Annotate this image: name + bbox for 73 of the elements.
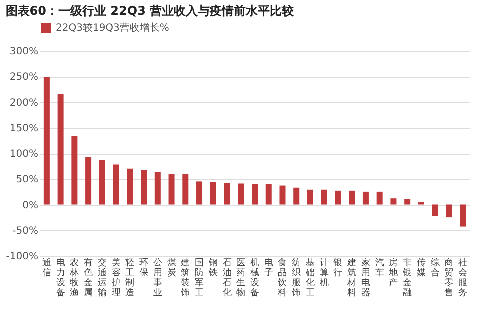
x-tick-label: 基础化工 — [304, 258, 315, 298]
y-tick-label: 200% — [10, 98, 38, 109]
y-tick-label: 100% — [10, 149, 38, 160]
x-tick-label: 有色金属 — [84, 258, 94, 298]
x-tick-label: 建筑装饰 — [180, 258, 190, 298]
bar — [362, 192, 369, 205]
bar — [99, 160, 106, 205]
x-tick-label: 煤炭 — [167, 258, 176, 278]
bar — [182, 174, 189, 205]
bar — [418, 202, 424, 205]
x-tick-label: 建筑材料 — [346, 258, 357, 298]
bar — [335, 190, 342, 205]
bar — [432, 204, 438, 216]
bar — [404, 199, 411, 205]
x-tick-label: 机械设备 — [250, 258, 260, 298]
y-tick-label: 300% — [10, 46, 38, 58]
bar — [280, 186, 286, 205]
x-tick-label: 钢铁 — [208, 258, 218, 278]
x-tick-label: 环保 — [140, 258, 149, 278]
bar — [168, 174, 175, 205]
x-tick-label: 农林牧渔 — [69, 258, 80, 298]
bar — [44, 77, 50, 205]
bar — [460, 204, 466, 227]
x-tick-label: 非银金融 — [402, 258, 412, 298]
x-tick-label: 通信 — [42, 258, 52, 278]
x-tick-label: 房地产 — [388, 258, 398, 288]
bar — [210, 182, 216, 205]
bar — [58, 94, 64, 205]
x-tick-label: 传媒 — [416, 258, 426, 278]
bar — [141, 170, 148, 205]
bar — [224, 183, 230, 205]
legend-label: 22Q3较19Q3营收增长% — [56, 22, 170, 34]
x-tick-label: 轻工制造 — [126, 258, 135, 298]
chart-title: 图表60：一级行业 22Q3 营业收入与疫情前水平比较 — [6, 4, 296, 18]
x-tick-label: 公用事业 — [153, 258, 162, 298]
y-tick-label: 50% — [16, 174, 38, 186]
bar — [127, 168, 134, 205]
x-tick-label: 综合 — [430, 258, 440, 278]
y-tick-label: 0% — [22, 200, 38, 212]
bar — [72, 136, 78, 205]
x-tick-label: 电力设备 — [56, 258, 66, 298]
y-tick-label: -100% — [6, 252, 38, 262]
x-tick-label: 家用电器 — [361, 258, 370, 298]
y-tick-label: -50% — [12, 226, 38, 237]
x-tick-label: 石油石化 — [222, 258, 232, 298]
bar — [294, 188, 300, 205]
bar — [238, 184, 244, 205]
y-tick-label: 150% — [10, 123, 38, 134]
x-tick-label: 银行 — [332, 258, 343, 278]
y-tick-label: 250% — [10, 72, 38, 84]
bar — [307, 190, 314, 205]
bar — [349, 190, 356, 205]
x-tick-label: 计算机 — [320, 258, 329, 288]
x-tick-label: 美容护理 — [110, 258, 121, 298]
x-tick-label: 社会服务 — [458, 258, 468, 298]
bar — [446, 204, 452, 218]
bar — [321, 190, 328, 205]
bar — [390, 198, 397, 205]
x-tick-label: 食品饮料 — [277, 258, 288, 298]
x-tick-label: 汽车 — [375, 258, 384, 278]
x-tick-label: 交通运输 — [98, 258, 107, 298]
x-tick-label: 商贸零售 — [444, 258, 454, 298]
bar — [376, 192, 383, 205]
bar — [252, 184, 258, 205]
bar — [113, 164, 120, 205]
x-tick-label: 电子 — [264, 258, 274, 278]
bar — [266, 184, 272, 205]
bar — [86, 157, 92, 205]
x-tick-label: 纺织服饰 — [291, 258, 302, 298]
x-tick-label: 医药生物 — [236, 258, 246, 298]
bar — [196, 182, 203, 205]
bar — [154, 172, 161, 205]
x-tick-label: 国防军工 — [195, 258, 204, 298]
